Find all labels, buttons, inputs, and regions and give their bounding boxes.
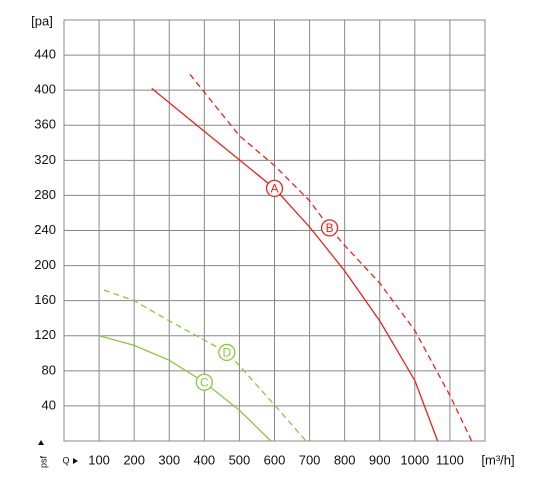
series-label-circle xyxy=(265,179,284,198)
series-line xyxy=(151,87,439,442)
x-axis-label: [m³/h] xyxy=(481,452,514,467)
x-tick-label: 700 xyxy=(299,452,321,467)
x-tick-label: 400 xyxy=(193,452,215,467)
y-tick-label: 120 xyxy=(34,327,56,342)
x-tick-label: 100 xyxy=(88,452,110,467)
series-line xyxy=(98,335,272,442)
series-label-circle xyxy=(320,219,339,237)
y-tick-label: 80 xyxy=(42,362,56,377)
series-label-circle xyxy=(195,373,213,391)
series-line xyxy=(189,73,473,442)
x-tick-label: 300 xyxy=(158,452,180,467)
x-tick-label: 600 xyxy=(264,452,286,467)
series-line xyxy=(103,289,307,442)
y-tick-label: 160 xyxy=(34,292,56,307)
y-tick-label: 240 xyxy=(34,222,56,237)
legend-label: A xyxy=(270,182,278,196)
legend-label: C xyxy=(200,375,209,389)
x-tick-label: 1000 xyxy=(400,452,429,467)
y-tick-label: 360 xyxy=(34,117,56,132)
y-axis-label: [pa] xyxy=(31,13,53,28)
y-symbol: psf xyxy=(38,456,48,469)
y-tick-label: 400 xyxy=(34,82,56,97)
y-tick-label: 280 xyxy=(34,187,56,202)
y-tick-label: 40 xyxy=(42,397,56,412)
legend-label: D xyxy=(222,346,231,360)
y-arrow xyxy=(38,440,44,445)
y-tick-label: 320 xyxy=(34,152,56,167)
y-tick-label: 440 xyxy=(34,47,56,62)
x-tick-label: 1100 xyxy=(436,452,464,467)
x-tick-label: 500 xyxy=(229,452,251,467)
x-tick-label: 900 xyxy=(369,452,391,467)
x-tick-label: 800 xyxy=(334,452,356,467)
y-tick-label: 200 xyxy=(34,257,56,272)
legend-label: B xyxy=(326,221,334,235)
x-tick-label: 200 xyxy=(123,452,145,467)
series-label-circle xyxy=(218,343,236,362)
x-arrow xyxy=(73,458,78,464)
x-symbol: Q xyxy=(62,455,69,465)
